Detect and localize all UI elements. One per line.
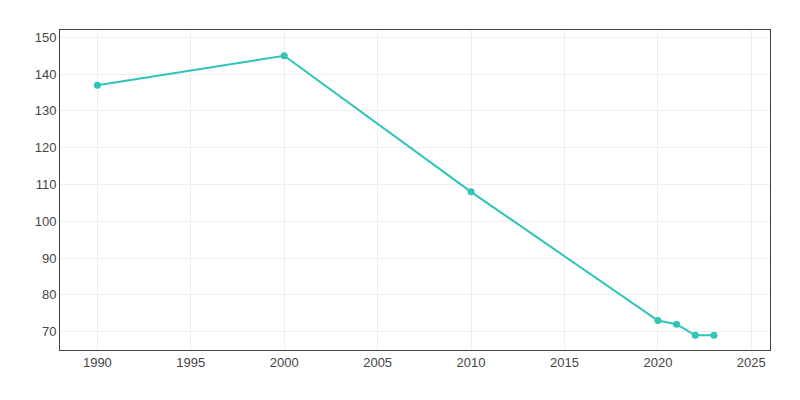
- svg-text:1990: 1990: [83, 355, 112, 370]
- svg-text:2000: 2000: [270, 355, 299, 370]
- svg-text:2005: 2005: [363, 355, 392, 370]
- svg-text:150: 150: [35, 30, 57, 45]
- svg-text:100: 100: [35, 214, 57, 229]
- svg-text:2010: 2010: [457, 355, 486, 370]
- svg-text:80: 80: [42, 287, 56, 302]
- svg-text:130: 130: [35, 103, 57, 118]
- svg-text:2025: 2025: [737, 355, 766, 370]
- svg-text:110: 110: [36, 177, 57, 192]
- svg-text:2020: 2020: [643, 355, 672, 370]
- svg-text:70: 70: [42, 324, 56, 339]
- svg-text:140: 140: [35, 67, 57, 82]
- svg-text:120: 120: [35, 140, 57, 155]
- svg-text:2015: 2015: [550, 355, 579, 370]
- svg-text:90: 90: [42, 251, 56, 266]
- svg-text:1995: 1995: [176, 355, 205, 370]
